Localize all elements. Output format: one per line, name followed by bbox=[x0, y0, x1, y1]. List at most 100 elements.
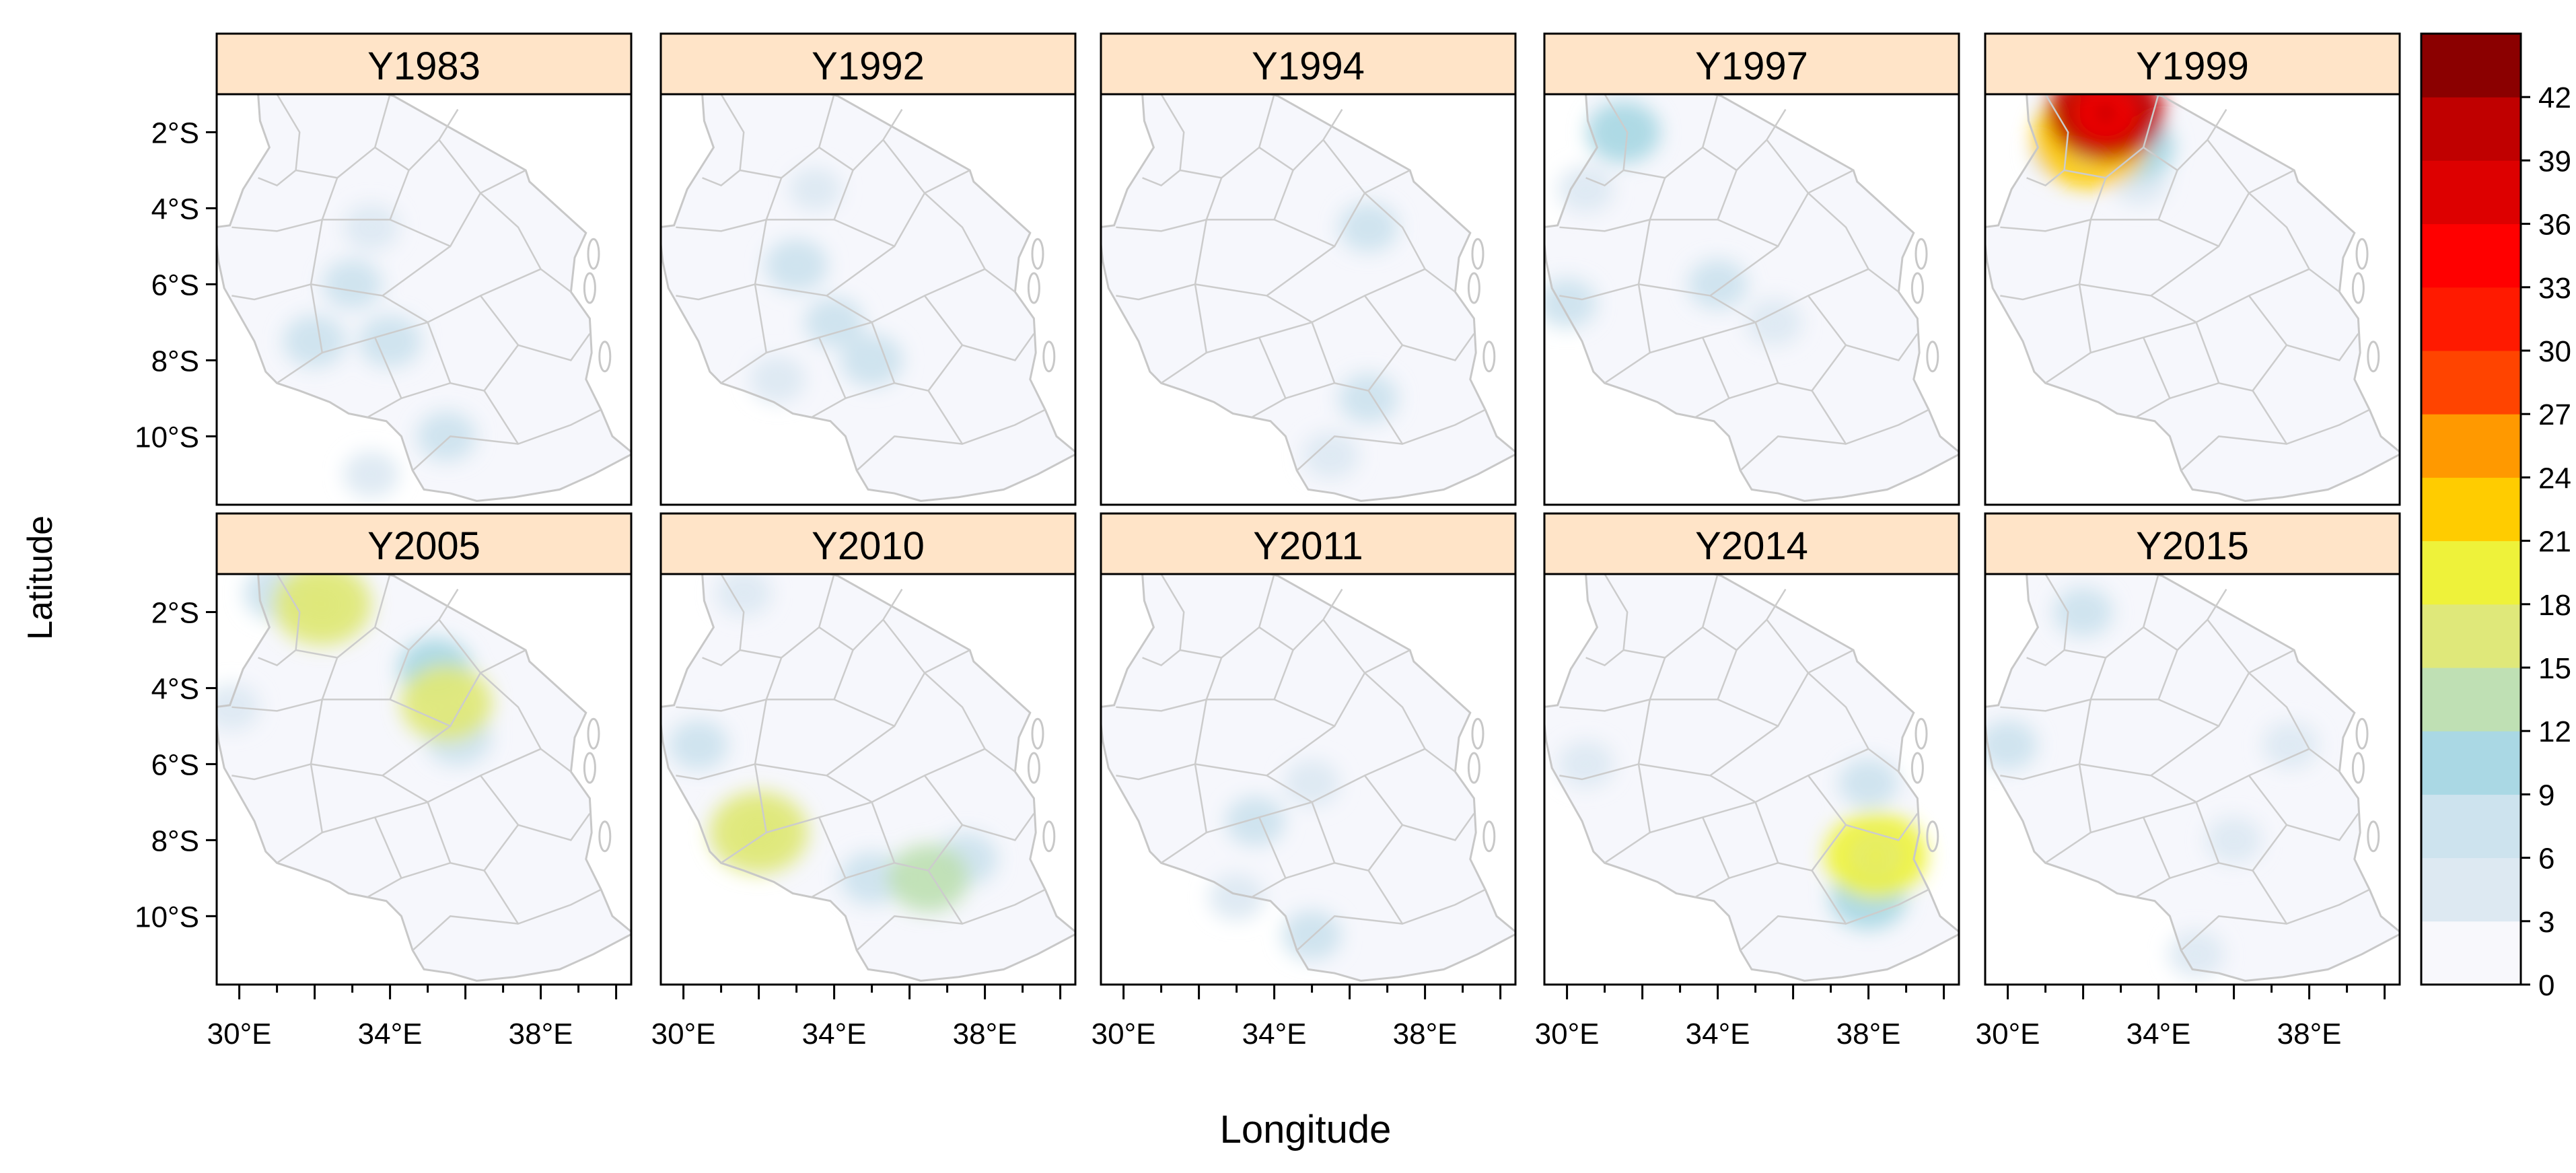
region-border bbox=[1559, 219, 1651, 301]
intensity-cell bbox=[343, 204, 400, 251]
colorbar-tick-label: 9 bbox=[2538, 779, 2554, 812]
region-border bbox=[2064, 94, 2159, 179]
panel-title: Y1997 bbox=[1695, 44, 1808, 88]
region-border bbox=[676, 219, 768, 301]
island bbox=[1910, 272, 1924, 304]
island bbox=[1910, 752, 1924, 784]
region-border bbox=[1116, 219, 1208, 301]
island bbox=[1915, 238, 1928, 270]
intensity-cell bbox=[1303, 431, 1359, 479]
colorbar-band bbox=[2421, 160, 2521, 225]
panel-title: Y1994 bbox=[1252, 44, 1365, 88]
y-tick-label: 6°S bbox=[151, 748, 199, 781]
map-panel-y2014: Y2014 30°E 34°E 38°E bbox=[1535, 512, 1960, 1051]
region-border bbox=[1402, 333, 1475, 361]
intensity-cell bbox=[2262, 721, 2319, 769]
y-tick-label: 8°S bbox=[151, 345, 199, 378]
region-border bbox=[856, 915, 963, 952]
region-border bbox=[1623, 94, 1719, 179]
island bbox=[1027, 272, 1040, 304]
intensity-peak bbox=[747, 822, 771, 843]
island bbox=[1031, 717, 1044, 750]
y-tick-label: 10°S bbox=[135, 900, 199, 933]
region-border bbox=[1116, 699, 1208, 781]
panel-title: Y2015 bbox=[2136, 524, 2249, 568]
y-tick-label: 10°S bbox=[135, 421, 199, 454]
panel-title: Y2010 bbox=[812, 524, 925, 568]
country-border bbox=[1544, 94, 1959, 502]
intensity-cell bbox=[1838, 758, 1898, 808]
region-border bbox=[412, 435, 519, 472]
intensity-layer bbox=[1985, 587, 2319, 978]
region-border bbox=[1811, 390, 1929, 446]
country-fill bbox=[217, 574, 631, 981]
region-border bbox=[1845, 813, 1919, 841]
colorbar-band bbox=[2421, 604, 2521, 668]
region-border bbox=[1740, 435, 1847, 472]
intensity-peak bbox=[1864, 844, 1888, 867]
region-border bbox=[1623, 574, 1719, 659]
x-tick-label: 30°E bbox=[1535, 1018, 1600, 1051]
region-border bbox=[1367, 390, 1486, 446]
intensity-cell bbox=[283, 315, 347, 368]
colorbar-band bbox=[2421, 857, 2521, 922]
colorbar-tick-label: 18 bbox=[2538, 589, 2571, 622]
panel-frame bbox=[1100, 573, 1517, 986]
panel-title: Y1999 bbox=[2136, 44, 2249, 88]
region-border bbox=[483, 869, 602, 925]
colorbar-band bbox=[2421, 351, 2521, 415]
island bbox=[1467, 272, 1480, 304]
colorbar-band bbox=[2421, 921, 2521, 985]
intensity-cell bbox=[668, 720, 729, 770]
region-border bbox=[2286, 813, 2359, 841]
region-border bbox=[676, 177, 783, 232]
panel-strip bbox=[659, 512, 1077, 575]
region-border bbox=[676, 657, 783, 712]
intensity-cell bbox=[804, 297, 864, 347]
panel-title: Y1983 bbox=[367, 44, 480, 88]
region-border bbox=[231, 657, 338, 712]
region-border bbox=[295, 574, 391, 659]
region-border bbox=[1709, 748, 1869, 804]
x-tick-label: 38°E bbox=[1393, 1018, 1458, 1051]
map-panel-y1992: Y1992 bbox=[659, 32, 1077, 506]
colorbar-tick-label: 39 bbox=[2538, 145, 2571, 178]
region-border bbox=[2000, 219, 2092, 301]
colorbar-band bbox=[2421, 731, 2521, 795]
island bbox=[587, 717, 600, 750]
island bbox=[583, 272, 596, 304]
x-tick-label: 30°E bbox=[651, 1018, 716, 1051]
island bbox=[2355, 717, 2369, 750]
region-border bbox=[1364, 192, 1456, 293]
region-border bbox=[231, 177, 338, 232]
country-border bbox=[217, 574, 631, 982]
map-panel-y1999: Y1999 bbox=[1984, 32, 2401, 506]
region-border bbox=[826, 748, 986, 804]
x-tick-label: 30°E bbox=[207, 1018, 272, 1051]
region-border bbox=[374, 108, 459, 172]
panel-title: Y1992 bbox=[812, 44, 925, 88]
region-border bbox=[2150, 268, 2310, 324]
panel-frame bbox=[659, 573, 1077, 986]
region-border bbox=[856, 435, 963, 472]
region-border bbox=[374, 588, 459, 651]
region-border bbox=[2180, 915, 2287, 952]
region-border bbox=[483, 390, 602, 446]
intensity-cell bbox=[417, 411, 476, 462]
country-fill bbox=[1101, 94, 1515, 501]
x-tick-label: 38°E bbox=[2277, 1018, 2342, 1051]
country-fill bbox=[1985, 574, 2400, 981]
region-border bbox=[2180, 435, 2287, 472]
region-border bbox=[450, 775, 520, 872]
island bbox=[1471, 238, 1484, 270]
colorbar-band bbox=[2421, 223, 2521, 288]
intensity-cell bbox=[715, 574, 772, 616]
country-border bbox=[217, 94, 631, 502]
region-border bbox=[231, 699, 324, 781]
country-border bbox=[1101, 574, 1515, 982]
intensity-cell bbox=[1225, 796, 1285, 846]
region-border bbox=[2143, 108, 2227, 172]
region-border bbox=[2218, 775, 2288, 872]
region-border bbox=[1258, 588, 1343, 651]
